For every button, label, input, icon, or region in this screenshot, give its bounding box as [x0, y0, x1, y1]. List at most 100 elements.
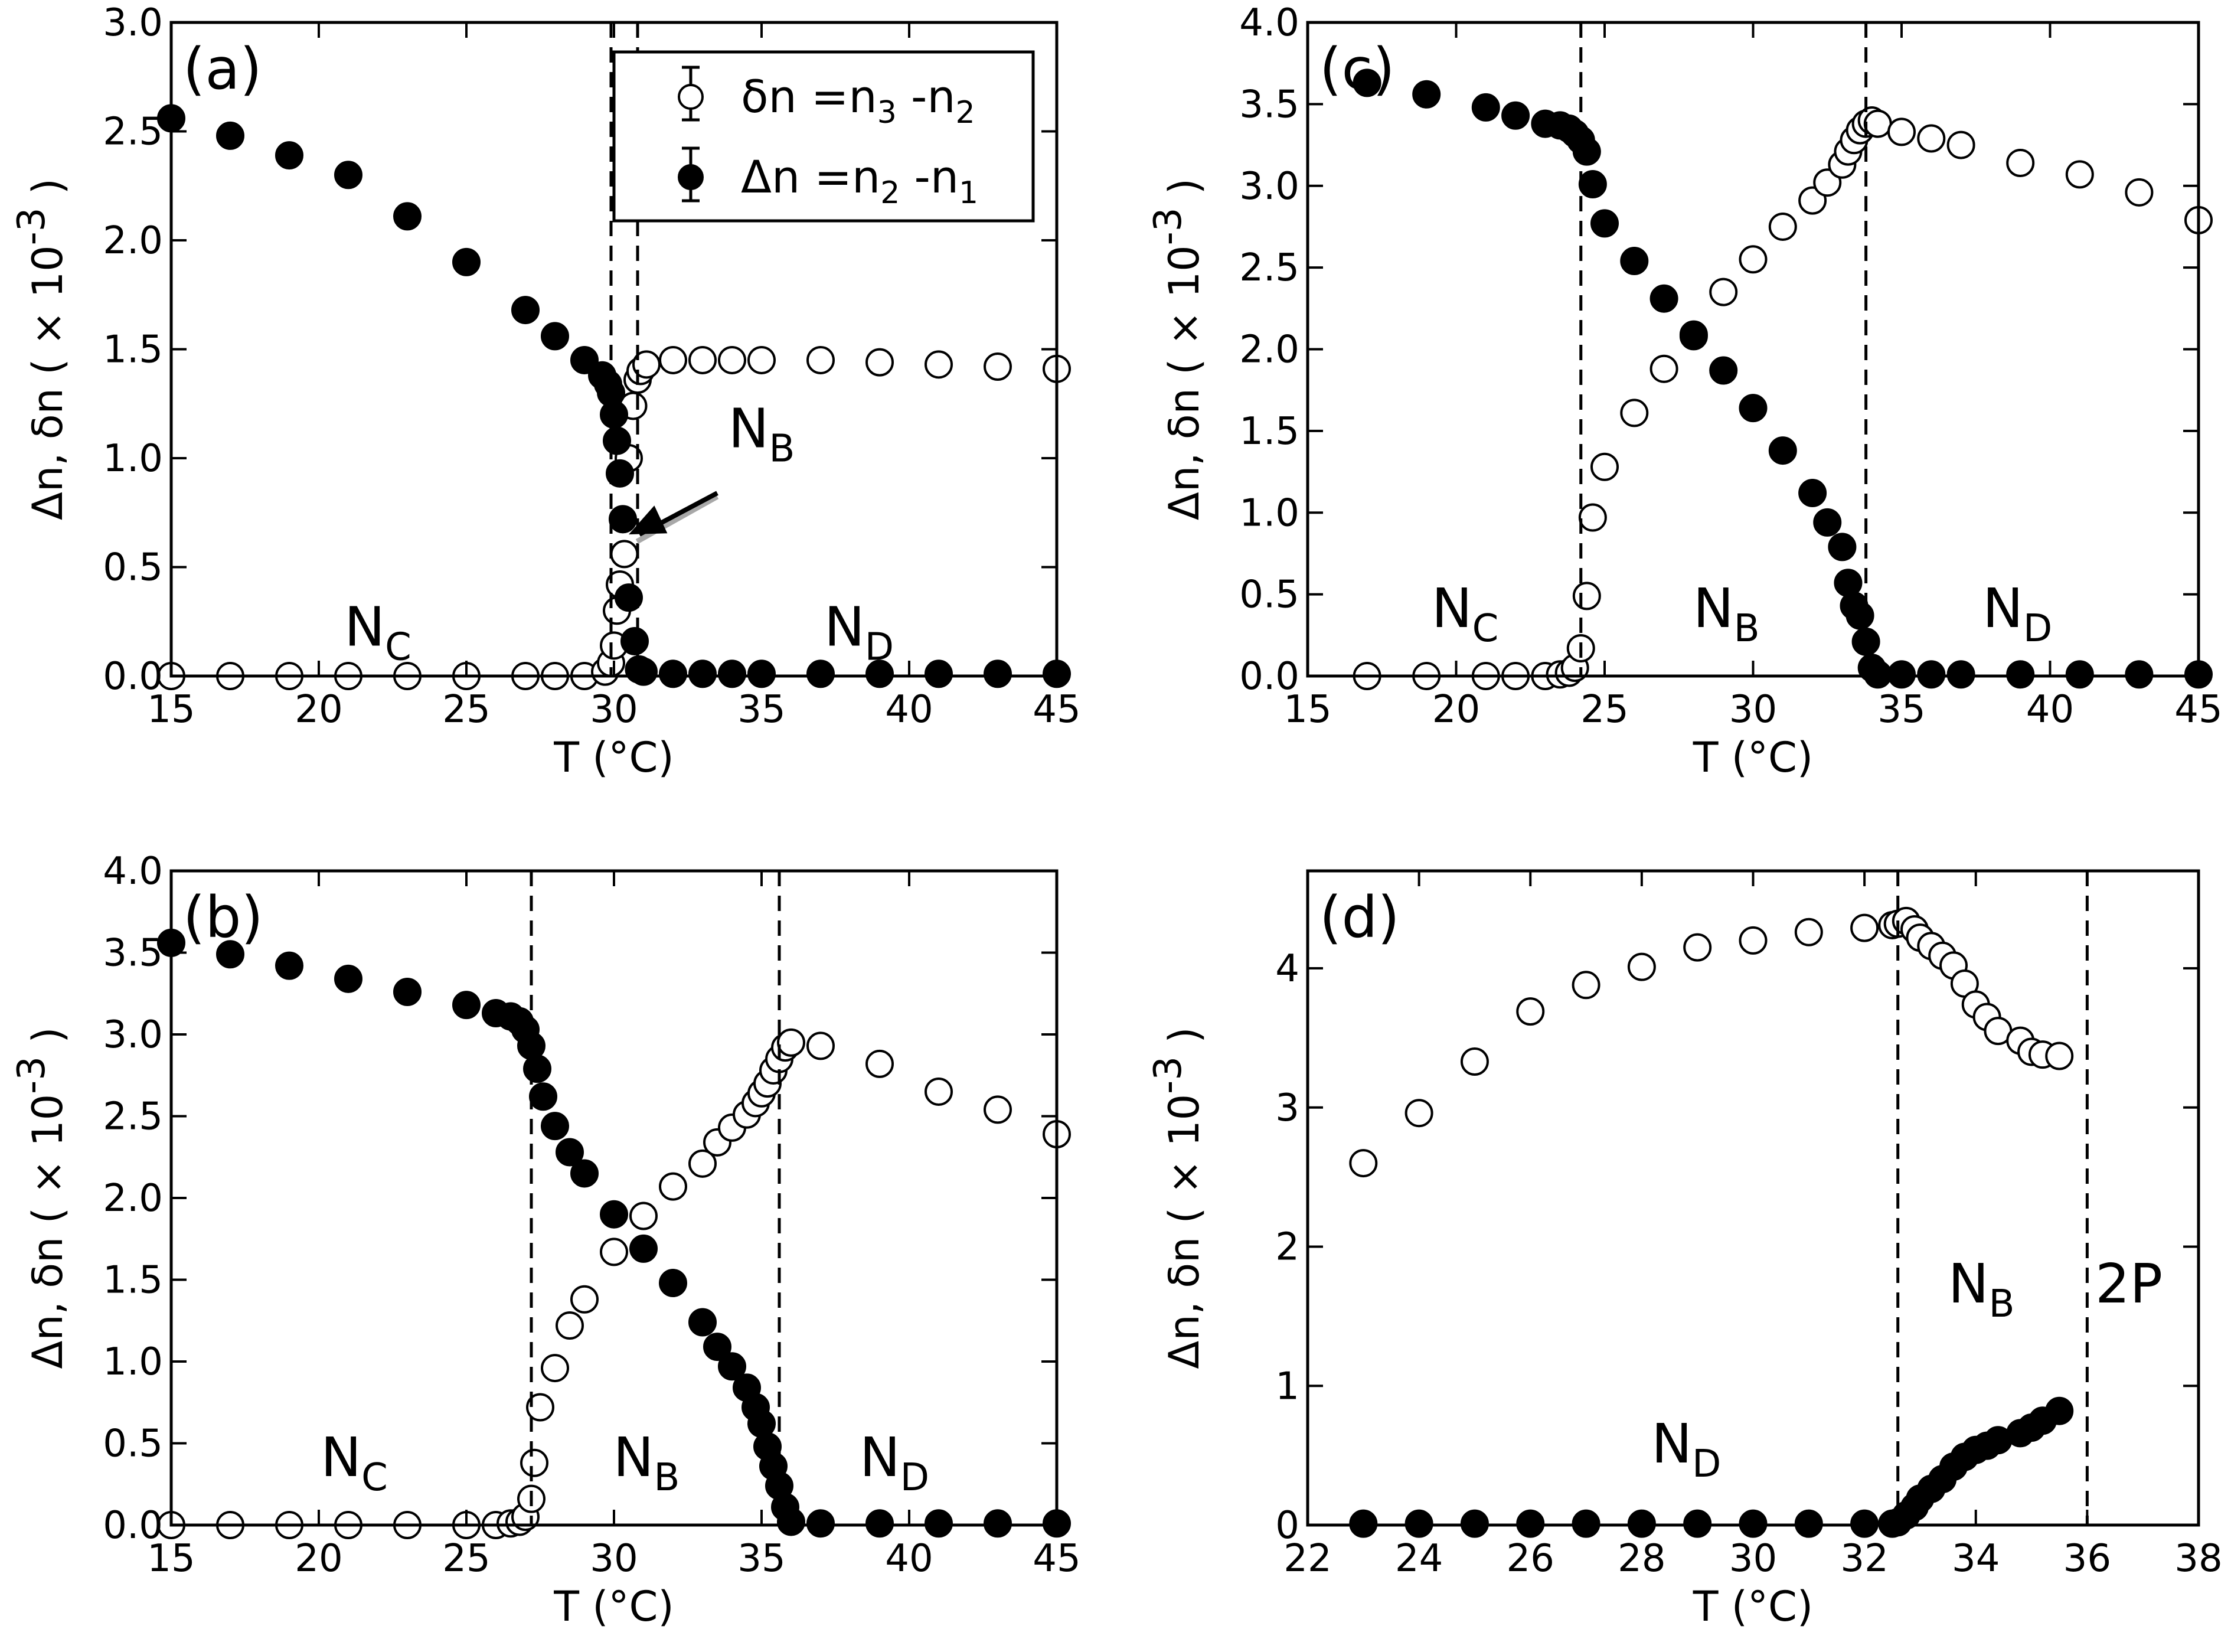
filled-point [452, 247, 481, 276]
filled-point [806, 660, 835, 688]
x-tick-label: 36 [2063, 1537, 2111, 1581]
filled-point [511, 296, 540, 325]
open-point [865, 1049, 894, 1078]
filled-point [718, 660, 746, 688]
y-axis-title-close: ) [24, 178, 72, 208]
panel-d-series-delta-small [1349, 906, 2074, 1178]
open-point [1649, 354, 1678, 383]
y-tick-label: 3.0 [1239, 165, 1299, 208]
open-point [1813, 168, 1842, 197]
panel-d-markers [1349, 906, 2074, 1538]
filled-point [688, 1308, 717, 1337]
y-tick-label: 1.0 [103, 437, 163, 481]
phase-label: NB [729, 397, 795, 471]
filled-point [1501, 101, 1530, 130]
filled-point [777, 1507, 805, 1536]
x-tick-label: 30 [1729, 688, 1777, 732]
panel-b-series-delta-small [157, 1028, 1071, 1539]
phase-label-main: N [860, 1426, 900, 1489]
phase-label-sub: D [900, 1456, 929, 1500]
x-tick-label: 25 [442, 688, 490, 732]
open-point [556, 1311, 584, 1340]
legend-filled-marker [678, 164, 704, 190]
filled-point [556, 1138, 584, 1167]
x-tick-label: 34 [1952, 1537, 2000, 1581]
phase-label-sub: B [1989, 1282, 2015, 1326]
open-point [659, 1172, 687, 1201]
open-point [984, 1095, 1012, 1124]
y-tick-label: 4 [1275, 947, 1299, 991]
x-tick-label: 26 [1507, 1537, 1554, 1581]
x-tick-label: 35 [1877, 688, 1925, 732]
phase-label-main: N [1651, 1412, 1692, 1475]
open-point [1887, 117, 1916, 146]
y-axis-title-main: Δn, δn ( × 10 [24, 245, 72, 520]
y-tick-label: 3.5 [1239, 83, 1299, 126]
filled-point [334, 161, 362, 190]
panel-c-markers [1353, 68, 2213, 690]
filled-point [523, 1054, 551, 1083]
open-point [541, 1354, 569, 1383]
phase-label-main: N [824, 595, 865, 658]
open-point [610, 540, 639, 569]
filled-point [1739, 394, 1768, 423]
phase-label: NB [1693, 577, 1760, 651]
open-point [1404, 1099, 1433, 1128]
phase-label-main: N [1693, 577, 1734, 640]
filled-point [659, 660, 687, 688]
y-tick-label: 1.5 [103, 1259, 163, 1302]
filled-point [541, 1112, 569, 1141]
open-point [1739, 926, 1768, 955]
y-tick-label: 3 [1275, 1086, 1299, 1130]
open-point [777, 1028, 805, 1057]
y-tick-label: 0.5 [1239, 573, 1299, 617]
y-tick-label: 3.5 [103, 932, 163, 975]
panel-label: (b) [183, 884, 263, 951]
panels-container: 15 20 25 30 35 40 450.00.51.01.52.02.53.0T (°C… [10, 1, 2223, 1631]
open-point [1627, 952, 1656, 981]
y-axis-title-close: ) [1160, 1027, 1208, 1056]
filled-point [1798, 479, 1827, 508]
open-point [1794, 918, 1823, 946]
phase-label: NC [321, 1426, 388, 1500]
open-point [806, 1031, 835, 1060]
y-axis-title: Δn, δn ( × 10-3 ) [10, 178, 72, 520]
open-point [1578, 503, 1607, 532]
filled-point [1353, 68, 1381, 97]
filled-point [216, 940, 244, 969]
filled-point [1679, 322, 1708, 351]
open-point [1946, 130, 1975, 159]
open-point [1590, 452, 1619, 481]
legend-box [612, 50, 1035, 223]
x-tick-label: 30 [590, 1537, 638, 1581]
phase-label-sub: B [769, 427, 795, 471]
filled-point [2125, 660, 2154, 689]
y-tick-label: 1.0 [1239, 491, 1299, 535]
y-tick-label: 3.0 [103, 1, 163, 45]
filled-point [984, 1509, 1012, 1538]
x-tick-label: 15 [147, 1537, 195, 1581]
x-tick-label: 35 [737, 1537, 785, 1581]
panel-c-series-delta-big [1353, 68, 2213, 689]
phase-label: NC [1432, 577, 1499, 651]
legend-open-marker [678, 84, 704, 110]
y-tick-label: 1.5 [1239, 410, 1299, 453]
filled-point [2065, 660, 2094, 689]
filled-point [1946, 660, 1975, 689]
filled-point [806, 1509, 835, 1538]
filled-point [1828, 533, 1857, 561]
x-tick-label: 30 [590, 688, 638, 732]
open-point [570, 1285, 599, 1314]
y-tick-label: 0.5 [103, 1422, 163, 1466]
filled-point [609, 505, 637, 534]
arrow-head [629, 505, 668, 535]
open-point [600, 1238, 628, 1266]
open-point [2045, 1042, 2074, 1070]
x-tick-label: 28 [1618, 1537, 1665, 1581]
legend-open-label: δn =n3 -n2 [741, 70, 975, 130]
phase-label-main: N [1432, 577, 1472, 640]
y-tick-label: 2.5 [103, 110, 163, 154]
open-point [806, 345, 835, 374]
open-point [1683, 933, 1712, 962]
